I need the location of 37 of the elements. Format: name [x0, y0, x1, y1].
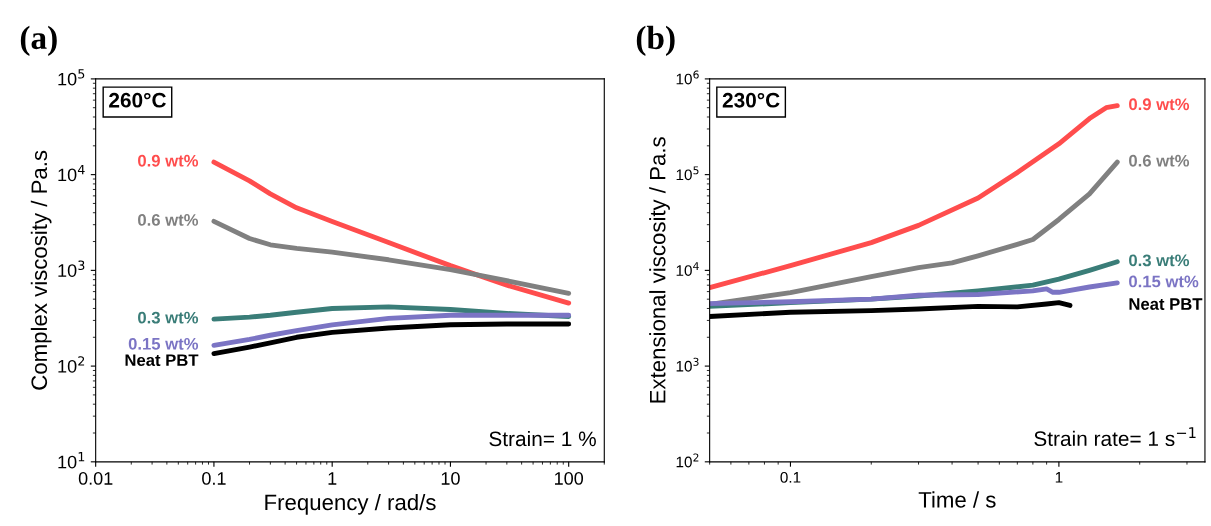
series-label: 0.15 wt%	[128, 337, 199, 350]
series-label: 0.3 wt%	[138, 311, 199, 324]
chart-title: (a)	[20, 25, 57, 56]
y-tick-label: 10$^{2}$	[58, 356, 85, 373]
series-label: 0.3 wt%	[1129, 254, 1190, 267]
y-tick-label: 10$^{1}$	[58, 452, 85, 469]
x-tick-label: 0.1	[202, 472, 226, 485]
y-tick-label: 10$^{3}$	[676, 357, 699, 372]
series-label: 0.15 wt%	[1129, 275, 1199, 288]
chart-title: (b)	[636, 25, 675, 56]
series-label: 0.6 wt%	[138, 214, 199, 226]
y-tick-label: 10$^{6}$	[676, 70, 699, 85]
y-tick-label: 10$^{4}$	[676, 262, 699, 276]
series-label: 0.6 wt%	[1129, 154, 1190, 167]
y-tick-label: 10$^{2}$	[676, 453, 699, 468]
x-tick-label: 1	[1055, 472, 1063, 483]
x-axis-title: Time / s	[918, 491, 996, 508]
y-axis-title: Extensional viscosity / Pa.s	[649, 137, 670, 403]
annotation: Strain rate= 1 s$^{−1}$	[1034, 427, 1196, 447]
y-tick-label: 10$^{3}$	[58, 260, 85, 277]
series-label: 0.9 wt%	[138, 154, 199, 167]
series-label: 0.9 wt%	[1129, 98, 1190, 111]
x-tick-label: 100	[555, 472, 584, 485]
x-tick-label: 1	[328, 472, 337, 485]
y-tick-label: 10$^{4}$	[58, 164, 85, 182]
y-tick-label: 10$^{5}$	[676, 166, 699, 181]
x-tick-label: 0.01	[78, 472, 113, 485]
y-axis-title: Complex viscosity / Pa.s	[30, 150, 52, 390]
x-axis-title: Frequency / rad/s	[265, 493, 436, 515]
annotation: 260°C	[109, 92, 166, 108]
text: Neat PBT	[1129, 298, 1203, 310]
x-tick-label: 10	[441, 472, 460, 485]
series-label: Neat PBT	[125, 354, 199, 367]
annotation: Strain= 1 %	[489, 430, 596, 447]
annotation: 230°C	[722, 92, 780, 108]
y-tick-label: 10$^{5}$	[58, 69, 85, 86]
x-tick-label: 0.1	[780, 471, 801, 483]
